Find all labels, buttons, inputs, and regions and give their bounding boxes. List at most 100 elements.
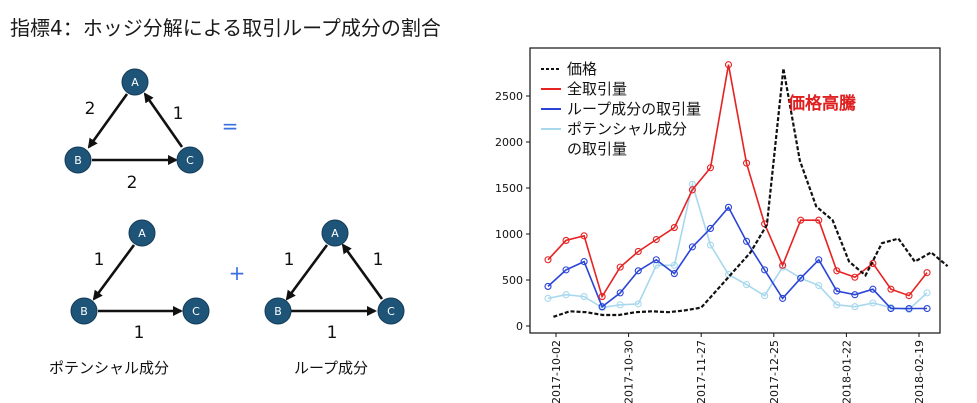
data-point-total	[598, 293, 606, 301]
edge-label: 1	[173, 104, 184, 124]
series-line-total	[547, 64, 928, 299]
legend-label-loop: ループ成分の取引量	[567, 100, 701, 118]
data-point-total	[833, 267, 841, 275]
data-point-potential	[634, 300, 642, 308]
series-line-price	[553, 68, 949, 318]
edge-label: 1	[134, 323, 145, 343]
data-point-loop	[869, 285, 877, 293]
series-potential	[544, 180, 931, 313]
node-label: A	[131, 76, 139, 89]
data-point-loop	[688, 243, 696, 251]
data-point-loop	[598, 303, 606, 311]
data-point-loop	[616, 289, 624, 297]
y-tick-label: 1500	[495, 182, 523, 195]
data-point-total	[851, 273, 859, 281]
data-point-total	[923, 269, 931, 277]
node-b: B	[264, 297, 292, 325]
data-point-potential	[815, 281, 823, 290]
slide-title: 指標4：ホッジ分解による取引ループ成分の割合	[10, 16, 441, 40]
data-point-potential	[761, 292, 769, 300]
graph-potential: 1 1 A B C	[70, 219, 210, 343]
data-point-loop	[580, 258, 588, 266]
caption-potential: ポテンシャル成分	[49, 359, 169, 377]
data-point-loop	[562, 266, 570, 274]
data-point-loop	[670, 270, 678, 278]
data-point-total	[580, 232, 588, 240]
data-point-total	[652, 235, 660, 244]
data-point-loop	[742, 237, 751, 245]
data-point-loop	[634, 267, 642, 275]
edge-c-a	[341, 243, 384, 300]
data-point-potential	[742, 281, 751, 289]
data-point-total	[797, 216, 805, 224]
data-point-loop	[779, 294, 787, 302]
data-point-loop	[706, 224, 715, 233]
data-point-total	[634, 247, 642, 256]
data-point-potential	[833, 301, 841, 309]
series-line-potential	[547, 181, 928, 311]
node-label: B	[80, 305, 88, 318]
node-label: B	[74, 154, 82, 167]
data-point-loop	[815, 256, 823, 264]
series-line-loop	[547, 205, 927, 310]
data-point-loop	[797, 274, 805, 282]
series-layer	[544, 61, 949, 318]
data-point-potential	[869, 299, 877, 307]
edge-label: 2	[85, 99, 96, 119]
edge-label: 2	[127, 173, 138, 193]
data-point-loop	[761, 266, 769, 274]
series-price	[553, 68, 949, 318]
data-point-potential	[706, 241, 715, 249]
data-point-loop	[833, 287, 841, 295]
node-label: C	[192, 305, 200, 318]
data-point-loop	[544, 282, 552, 290]
data-point-loop	[923, 304, 931, 313]
data-point-loop	[851, 291, 859, 299]
data-point-loop	[905, 304, 913, 313]
data-point-potential	[544, 294, 552, 302]
legend-label-price: 価格	[567, 60, 597, 78]
x-tick-label: 2017-11-27	[695, 340, 708, 403]
x-tick-label: 2018-01-22	[840, 340, 853, 403]
series-total	[544, 61, 931, 301]
data-point-loop	[652, 256, 660, 264]
node-a: A	[128, 219, 156, 247]
data-point-potential	[670, 261, 678, 269]
data-point-total	[562, 236, 570, 244]
edge-c-a	[143, 92, 184, 148]
y-tick-label: 500	[502, 274, 523, 287]
data-point-loop	[724, 203, 733, 211]
price-surge-annotation: 価格高騰	[787, 93, 857, 114]
caption-loop: ループ成分	[294, 359, 368, 377]
graph-total: 2 2 1 A B C	[64, 68, 204, 193]
data-point-potential	[616, 301, 624, 309]
data-point-total	[616, 263, 624, 271]
data-point-total	[706, 164, 715, 172]
node-c: C	[176, 146, 204, 174]
data-point-potential	[851, 303, 859, 311]
data-point-total	[887, 285, 895, 293]
data-point-total	[742, 159, 751, 167]
x-axis: 2017-10-02 2017-10-30 2017-11-27 2017-12-25…	[550, 333, 926, 403]
data-point-total	[815, 216, 823, 224]
edge-label: 1	[373, 250, 384, 270]
y-axis: 0 500 1000 1500 2000 2500	[495, 90, 530, 333]
equals-sign: =	[222, 114, 239, 138]
x-tick-label: 2018-02-19	[913, 340, 926, 403]
node-a: A	[121, 68, 149, 96]
data-point-total	[688, 186, 696, 194]
node-label: A	[331, 227, 339, 240]
plot-frame	[529, 47, 941, 334]
legend-label-potential: の取引量	[567, 140, 627, 158]
edge-label: 1	[327, 323, 338, 343]
data-point-total	[724, 61, 733, 69]
data-point-total	[905, 292, 913, 300]
y-tick-label: 1000	[495, 228, 523, 241]
graph-loop: 1 1 1 A B C	[264, 219, 405, 343]
node-b: B	[64, 146, 92, 174]
node-label: B	[274, 305, 282, 318]
data-point-total	[779, 261, 787, 269]
